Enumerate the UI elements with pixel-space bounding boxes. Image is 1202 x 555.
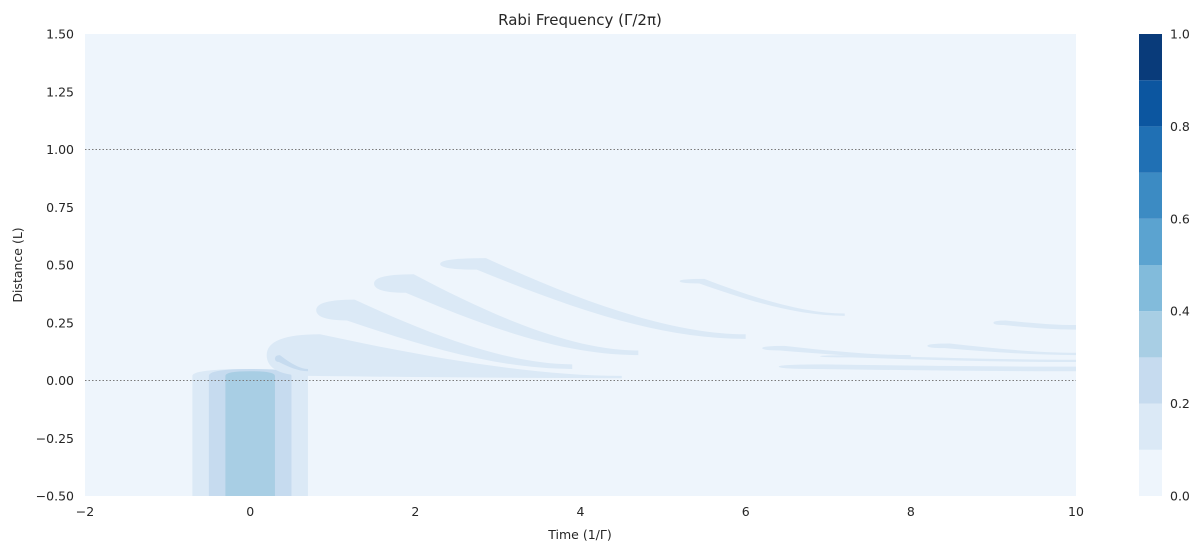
x-tick-label: −2 — [76, 504, 94, 519]
y-axis-ticks: −0.50 −0.25 0.00 0.25 0.50 0.75 1.00 1.25 1.50 — [36, 27, 74, 504]
x-axis-label: Time (1/Γ) — [547, 527, 611, 542]
tail-band-e-region — [819, 355, 1076, 363]
y-tick-label: 0.25 — [46, 315, 74, 330]
x-tick-label: 4 — [577, 504, 585, 519]
colorbar-segment — [1139, 311, 1162, 358]
colorbar-segment — [1139, 126, 1162, 173]
colorbar-segment — [1139, 357, 1162, 404]
tail-band-c-region — [927, 343, 1076, 356]
contour-regions — [192, 258, 1076, 496]
x-axis-ticks: −2 0 2 4 6 8 10 — [76, 504, 1084, 519]
x-tick-label: 8 — [907, 504, 915, 519]
x-tick-label: 2 — [411, 504, 419, 519]
ringing-band-4-region — [440, 258, 746, 339]
tail-band-d-region — [993, 320, 1076, 330]
colorbar-segment — [1139, 34, 1162, 81]
colorbar-segment — [1139, 80, 1162, 127]
colorbar-ticks: 0.0 0.2 0.4 0.6 0.8 1.0 — [1170, 27, 1190, 504]
colorbar-segment — [1139, 172, 1162, 219]
colorbar-segment — [1139, 403, 1162, 450]
tail-band-b-region — [762, 345, 911, 358]
y-tick-label: 1.25 — [46, 84, 74, 99]
colorbar-tick-label: 1.0 — [1170, 27, 1190, 42]
core-band-region — [274, 355, 308, 372]
y-tick-label: 1.50 — [46, 27, 74, 42]
y-tick-label: 0.50 — [46, 258, 74, 273]
colorbar-tick-label: 0.0 — [1170, 489, 1190, 504]
ringing-band-2-region — [316, 299, 573, 369]
colorbar-tick-label: 0.8 — [1170, 119, 1190, 134]
colorbar-tick-label: 0.4 — [1170, 304, 1190, 319]
ringing-band-3-region — [374, 274, 639, 356]
tail-band-a-region — [778, 364, 1076, 372]
colorbar-segment — [1139, 218, 1162, 265]
ringing-band-1-region — [266, 334, 622, 379]
y-tick-label: 0.00 — [46, 373, 74, 388]
y-tick-label: −0.25 — [36, 431, 74, 446]
colorbar-tick-label: 0.6 — [1170, 211, 1190, 226]
ringing-band-5-region — [679, 278, 845, 316]
y-axis-label: Distance (L) — [10, 227, 25, 302]
reference-lines — [85, 149, 1076, 381]
colorbar-segment — [1139, 449, 1162, 496]
colorbar-tick-label: 0.2 — [1170, 396, 1190, 411]
y-tick-label: −0.50 — [36, 489, 74, 504]
x-tick-label: 6 — [742, 504, 750, 519]
colorbar-segment — [1139, 265, 1162, 312]
chart-title: Rabi Frequency (Γ/2π) — [498, 11, 662, 29]
y-tick-label: 1.00 — [46, 142, 74, 157]
input-pulse-region — [225, 371, 275, 496]
colorbar — [1139, 34, 1162, 496]
y-tick-label: 0.75 — [46, 200, 74, 215]
x-tick-label: 10 — [1068, 504, 1084, 519]
x-tick-label: 0 — [246, 504, 254, 519]
